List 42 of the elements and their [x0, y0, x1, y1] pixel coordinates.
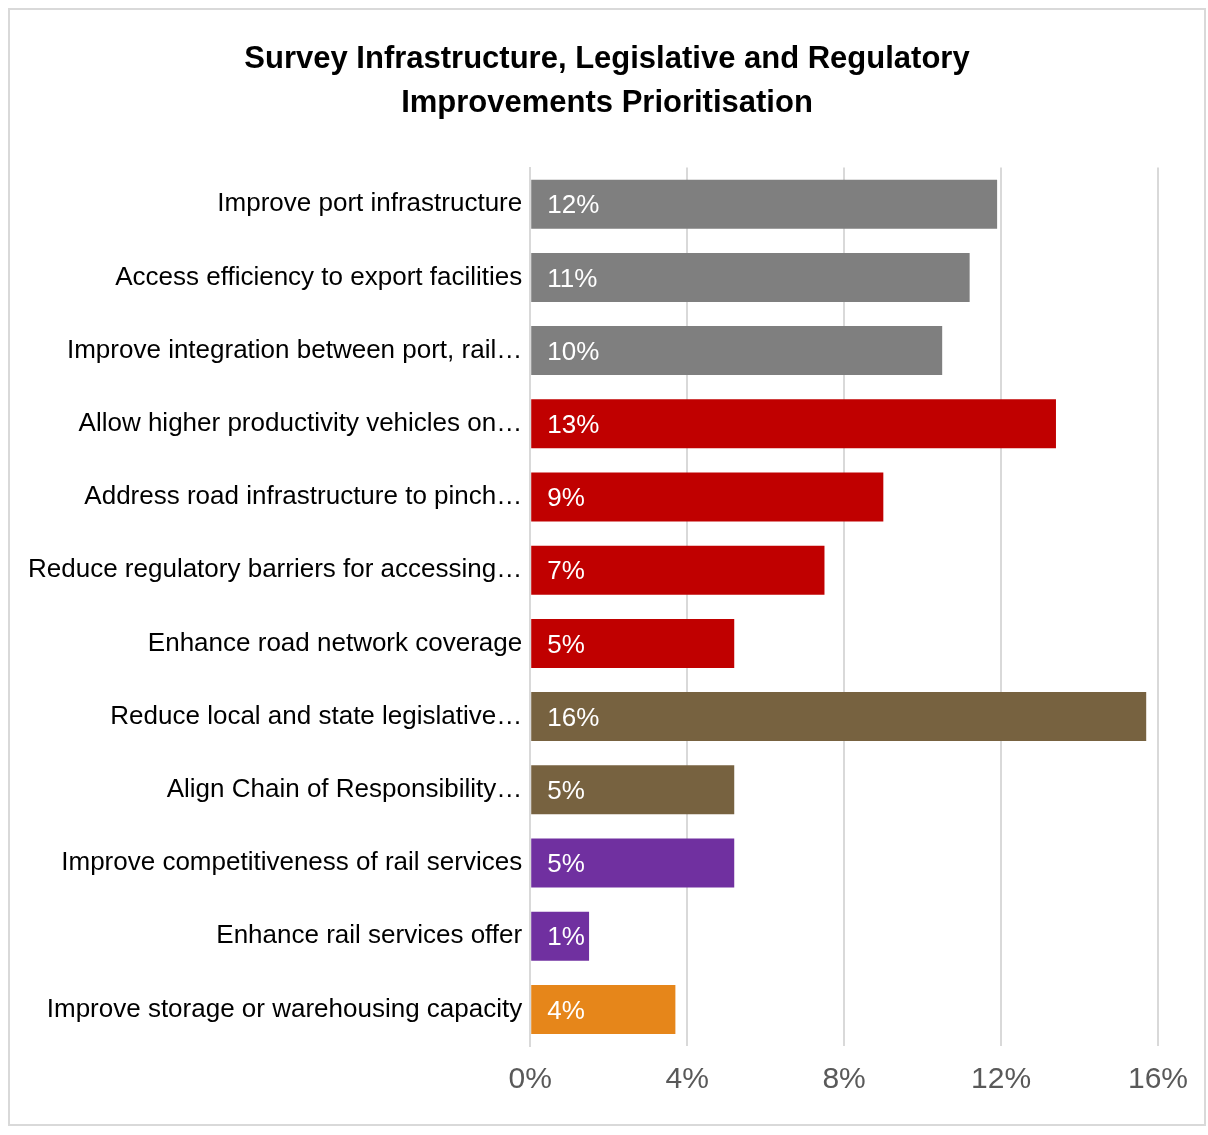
data-label: 7%: [547, 555, 585, 586]
y-tick-label: Improve competitiveness of rail services: [61, 846, 523, 877]
y-tick-label: Improve integration between port, rail…: [66, 333, 523, 364]
bar: [531, 911, 590, 961]
y-tick-label: Enhance rail services offer: [216, 919, 523, 950]
data-label: 16%: [547, 701, 600, 732]
bar: [531, 179, 998, 229]
x-tick-label: 8%: [822, 1061, 866, 1095]
data-label: 1%: [547, 921, 585, 952]
y-tick-label: Improve port infrastructure: [217, 187, 523, 218]
bar: [531, 692, 1147, 742]
y-tick-label: Reduce local and state legislative…: [110, 699, 523, 730]
y-tick-label: Improve storage or warehousing capacity: [46, 992, 523, 1023]
data-label: 12%: [547, 189, 600, 220]
bar: [531, 984, 676, 1034]
x-tick-label: 16%: [1127, 1061, 1188, 1095]
data-label: 13%: [547, 408, 600, 439]
y-tick-label: Allow higher productivity vehicles on…: [78, 406, 523, 437]
bar: [531, 252, 970, 302]
bar: [531, 545, 825, 595]
y-tick-label: Align Chain of Responsibility…: [166, 772, 523, 803]
bar: [531, 399, 1056, 449]
data-label: 9%: [547, 482, 585, 513]
data-label: 5%: [547, 628, 585, 659]
x-tick-label: 0%: [508, 1061, 552, 1095]
bar: [531, 838, 735, 888]
y-tick-label: Enhance road network coverage: [147, 626, 523, 657]
bar: [531, 618, 735, 668]
x-tick-label: 12%: [971, 1061, 1032, 1095]
data-label: 4%: [547, 994, 585, 1025]
data-label: 10%: [547, 335, 600, 366]
data-label: 5%: [547, 774, 585, 805]
data-label: 11%: [547, 262, 598, 293]
y-tick-label: Reduce regulatory barriers for accessing…: [28, 553, 523, 584]
y-tick-label: Address road infrastructure to pinch…: [84, 480, 523, 511]
x-tick-label: 4%: [665, 1061, 709, 1095]
bar: [531, 765, 735, 815]
chart-title: Survey Infrastructure, Legislative and Regulatory Improvements Prioritisation: [243, 39, 971, 121]
bar: [531, 472, 884, 522]
bar: [531, 326, 943, 376]
data-label: 5%: [547, 848, 585, 879]
y-tick-label: Access efficiency to export facilities: [115, 260, 523, 291]
